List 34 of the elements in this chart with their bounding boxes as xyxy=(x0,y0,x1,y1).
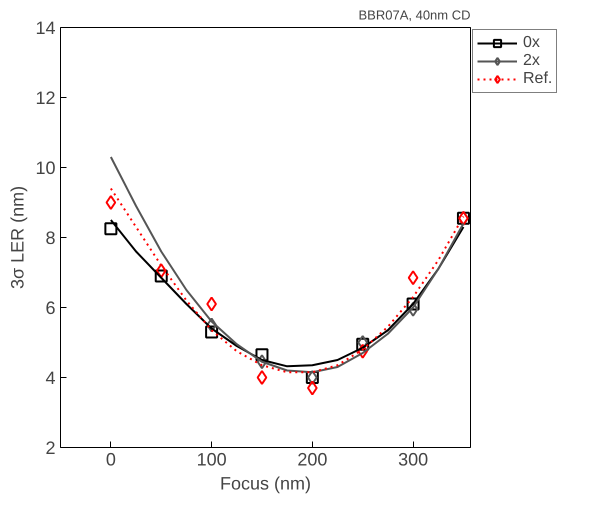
x-tick-label: 300 xyxy=(398,450,428,470)
chart-title: BBR07A, 40nm CD xyxy=(358,8,471,22)
point xyxy=(408,302,418,317)
y-tick-label: 8 xyxy=(45,228,56,248)
y-tick-label: 14 xyxy=(35,18,56,38)
point xyxy=(206,318,217,332)
point xyxy=(356,338,370,351)
point xyxy=(406,298,420,310)
point xyxy=(255,348,268,362)
legend-label: 2x xyxy=(523,52,541,70)
point xyxy=(307,380,318,396)
y-tick-label: 12 xyxy=(35,88,56,108)
legend-label: Ref. xyxy=(523,70,552,88)
point xyxy=(205,326,218,338)
point xyxy=(104,222,118,236)
y-axis-title: 3σ LER (nm) xyxy=(7,186,28,290)
y-tick-label: 6 xyxy=(45,298,56,318)
point xyxy=(256,370,268,385)
point xyxy=(408,270,418,286)
y-tick-label: 2 xyxy=(45,438,56,458)
point xyxy=(206,296,217,312)
point xyxy=(256,354,268,370)
y-tick-label: 4 xyxy=(45,368,56,388)
x-tick-label: 0 xyxy=(106,450,116,470)
point xyxy=(106,195,116,210)
x-tick-label: 200 xyxy=(297,450,328,470)
point xyxy=(357,335,368,350)
x-axis-title: Focus (nm) xyxy=(220,474,312,494)
point xyxy=(154,270,168,282)
point xyxy=(156,263,167,278)
point xyxy=(357,344,368,359)
x-tick-label: 100 xyxy=(196,450,227,470)
legend-label: 0x xyxy=(523,34,541,52)
y-tick-label: 10 xyxy=(35,158,56,178)
